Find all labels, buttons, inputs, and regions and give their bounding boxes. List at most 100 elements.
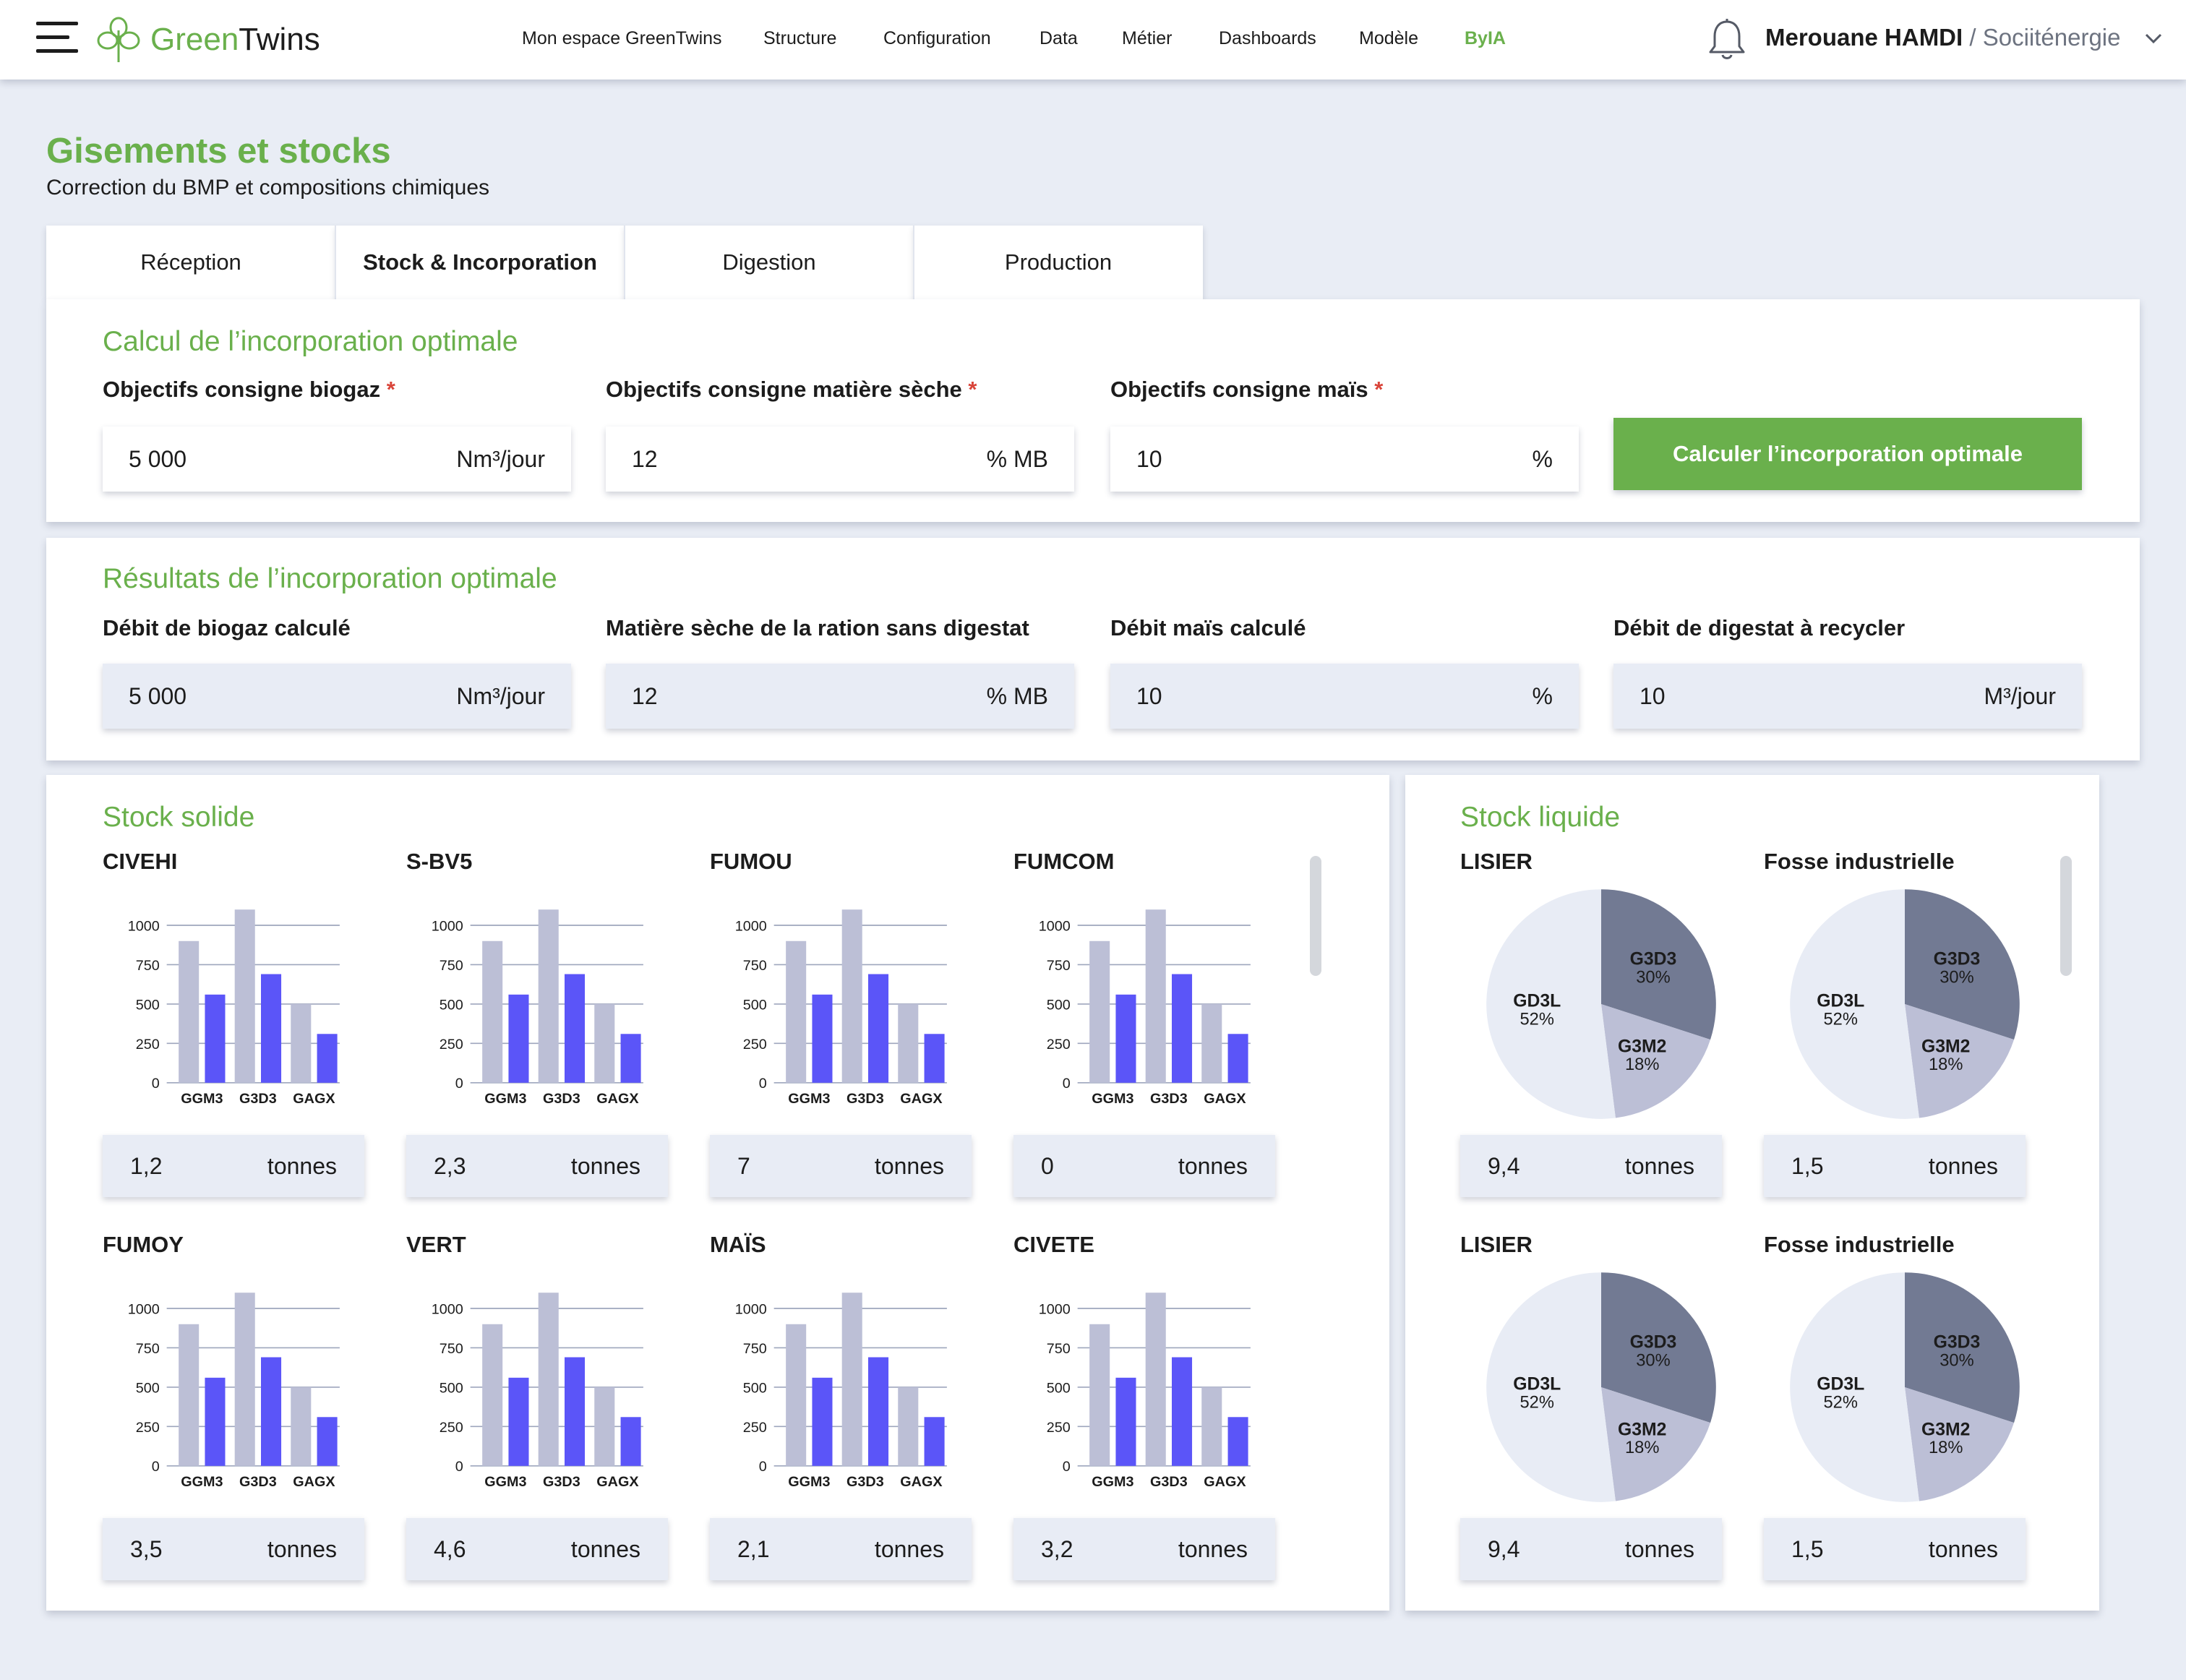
quantity-unit: tonnes	[570, 1153, 640, 1179]
y-tick-label: 0	[759, 1459, 767, 1475]
stock-liquide-scrollbar[interactable]	[2060, 856, 2072, 976]
matiere-seche-objective-input[interactable]: 12 % MB	[606, 427, 1074, 492]
page-subtitle: Correction du BMP et compositions chimiq…	[46, 176, 490, 200]
x-tick-label: GGM3	[181, 1091, 223, 1107]
y-tick-label: 0	[759, 1076, 767, 1092]
stock-solide-scrollbar[interactable]	[1310, 856, 1321, 976]
x-tick-label: G3D3	[846, 1474, 884, 1490]
bar-g3d3	[868, 1357, 889, 1466]
tab-production[interactable]: Production	[914, 226, 1203, 299]
debit-biogaz-label: Débit de biogaz calculé	[103, 615, 351, 640]
pie-slice-gd3l	[1790, 1272, 1919, 1502]
tab-digestion[interactable]: Digestion	[625, 226, 914, 299]
pie-percent: 52%	[1824, 1393, 1858, 1412]
nav-byia[interactable]: ByIA	[1465, 28, 1506, 48]
nav-structure[interactable]: Structure	[763, 28, 837, 48]
output-unit: %	[1532, 683, 1553, 709]
mais-objective-label: Objectifs consigne maïs *	[1110, 377, 1384, 402]
chevron-down-icon[interactable]	[2144, 32, 2163, 45]
bar-g3d3	[1145, 909, 1166, 1083]
quantity-unit: tonnes	[874, 1536, 944, 1562]
stock-solide-name: VERT	[406, 1232, 466, 1257]
nav-data[interactable]: Data	[1040, 28, 1078, 48]
stock-liquide-name: LISIER	[1460, 1232, 1533, 1257]
pie-label: GD3L	[1817, 992, 1864, 1011]
y-tick-label: 1000	[1039, 1301, 1071, 1317]
pie-label: G3M2	[1921, 1037, 1970, 1056]
user-menu[interactable]: Merouane HAMDI / Sociiténergie	[1765, 24, 2121, 51]
matiere-seche-objective-label: Objectifs consigne matière sèche *	[606, 377, 977, 402]
bar-gagx	[898, 1003, 919, 1083]
y-tick-label: 500	[1047, 1380, 1071, 1396]
input-value[interactable]: 5 000	[129, 446, 187, 472]
quantity-value: 3,5	[130, 1536, 163, 1562]
bar-ggm3	[205, 994, 226, 1083]
nav-configuration[interactable]: Configuration	[883, 28, 991, 48]
bar-g3d3	[841, 1293, 862, 1466]
nav-mon-espace[interactable]: Mon espace GreenTwins	[522, 28, 722, 48]
debit-mais-label: Débit maïs calculé	[1110, 615, 1306, 640]
stock-solide-bar-chart: 0 250 500 750 1000 GGM3 G3D3 GAGX	[735, 1293, 947, 1490]
x-tick-label: GAGX	[900, 1474, 943, 1490]
page-title: Gisements et stocks	[46, 132, 391, 171]
y-tick-label: 250	[1047, 1420, 1071, 1436]
stock-solide-quantity: 0 tonnes	[1013, 1135, 1275, 1197]
bar-g3d3	[538, 1293, 559, 1466]
quantity-unit: tonnes	[267, 1153, 337, 1179]
pie-percent: 30%	[1636, 1351, 1670, 1370]
stock-solide-quantity: 3,2 tonnes	[1013, 1518, 1275, 1580]
pie-label: G3D3	[1934, 950, 1981, 969]
nav-dashboards[interactable]: Dashboards	[1219, 28, 1316, 48]
y-tick-label: 250	[136, 1420, 160, 1436]
pie-label: G3M2	[1618, 1037, 1666, 1056]
bar-gagx	[1201, 1003, 1222, 1083]
input-value[interactable]: 12	[632, 446, 658, 472]
pie-percent: 30%	[1636, 968, 1670, 987]
stock-solide-quantity: 4,6 tonnes	[406, 1518, 668, 1580]
stock-solide-name: MAÏS	[710, 1232, 766, 1257]
calculate-incorporation-button[interactable]: Calculer l’incorporation optimale	[1613, 418, 2082, 490]
y-tick-label: 250	[136, 1037, 160, 1053]
bar-ggm3	[179, 940, 200, 1083]
y-tick-label: 750	[1047, 1341, 1071, 1357]
y-tick-label: 0	[152, 1459, 160, 1475]
x-tick-label: G3D3	[1150, 1474, 1188, 1490]
pie-label: GD3L	[1513, 1375, 1561, 1394]
x-tick-label: G3D3	[543, 1091, 580, 1107]
bar-ggm3	[1089, 940, 1110, 1083]
bar-g3d3	[1172, 974, 1193, 1083]
quantity-unit: tonnes	[1928, 1153, 1998, 1179]
output-unit: Nm³/jour	[456, 683, 545, 709]
stock-solide-quantity: 3,5 tonnes	[103, 1518, 364, 1580]
x-tick-label: G3D3	[239, 1474, 277, 1490]
quantity-value: 0	[1041, 1153, 1054, 1179]
menu-icon[interactable]	[36, 22, 78, 53]
bell-icon[interactable]	[1707, 17, 1746, 62]
nav-metier[interactable]: Métier	[1122, 28, 1173, 48]
quantity-value: 4,6	[434, 1536, 466, 1562]
debit-digestat-label: Débit de digestat à recycler	[1613, 615, 1906, 640]
tab-reception[interactable]: Réception	[46, 226, 335, 299]
input-unit: Nm³/jour	[456, 446, 545, 472]
brand-name[interactable]: GreenTwins	[150, 22, 320, 57]
stock-solide-quantity: 1,2 tonnes	[103, 1135, 364, 1197]
bar-g3d3	[1172, 1357, 1193, 1466]
bar-gagx	[1227, 1034, 1248, 1083]
mais-objective-input[interactable]: 10 %	[1110, 427, 1579, 492]
input-value[interactable]: 10	[1136, 446, 1162, 472]
quantity-value: 2,3	[434, 1153, 466, 1179]
bar-ggm3	[786, 940, 807, 1083]
y-tick-label: 1000	[432, 918, 463, 934]
y-tick-label: 750	[440, 958, 463, 974]
bar-gagx	[317, 1417, 338, 1466]
nav-modele[interactable]: Modèle	[1359, 28, 1418, 48]
tab-stock-incorporation[interactable]: Stock & Incorporation	[335, 226, 625, 299]
x-tick-label: G3D3	[846, 1091, 884, 1107]
y-tick-label: 1000	[128, 1301, 160, 1317]
y-tick-label: 500	[136, 997, 160, 1013]
pie-slice-g3m2	[1905, 1387, 2015, 1501]
stock-solide-bar-chart: 0 250 500 750 1000 GGM3 G3D3 GAGX	[1039, 1293, 1251, 1490]
biogaz-objective-input[interactable]: 5 000 Nm³/jour	[103, 427, 571, 492]
bar-g3d3	[234, 1293, 255, 1466]
